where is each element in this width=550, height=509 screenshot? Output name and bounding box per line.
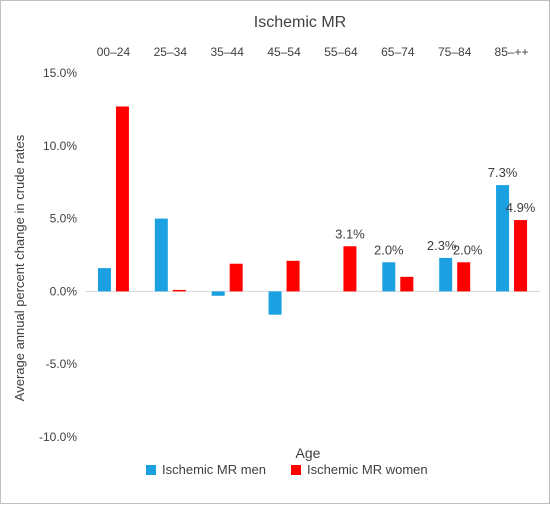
data-label: 2.3%	[427, 238, 457, 253]
category-label: 55–64	[324, 45, 358, 59]
bar-men	[97, 268, 111, 292]
bar-men	[211, 291, 225, 296]
category-label: 00–24	[97, 45, 131, 59]
bar-women	[457, 262, 471, 292]
bar-women	[343, 246, 357, 292]
data-label: 2.0%	[374, 242, 404, 257]
bar-women	[229, 263, 243, 292]
bar-men	[496, 185, 510, 292]
legend-swatch-women	[291, 465, 301, 475]
y-tick-label: 0.0%	[50, 284, 78, 298]
y-tick-label: 15.0%	[43, 66, 77, 80]
bar-men	[382, 262, 396, 292]
plot-area: 15.0% 10.0% 5.0% 0.0% -5.0% -10.0% 00–24 25–34 3…	[39, 45, 540, 444]
category-label: 65–74	[381, 45, 415, 59]
bar-women	[172, 289, 186, 292]
y-axis-label: Average annual percent change in crude r…	[12, 134, 27, 401]
chart-title: Ischemic MR	[254, 14, 346, 31]
legend-swatch-men	[146, 465, 156, 475]
bar-men	[268, 291, 282, 315]
bar-women	[514, 220, 528, 292]
category-label: 75–84	[438, 45, 472, 59]
data-label: 4.9%	[506, 200, 536, 215]
y-tick-label: 10.0%	[43, 139, 77, 153]
legend: Ischemic MR men Ischemic MR women	[146, 462, 428, 477]
y-tick-label: -10.0%	[39, 430, 77, 444]
bar-men	[154, 218, 168, 292]
category-label: 35–44	[211, 45, 245, 59]
category-label: 45–54	[267, 45, 301, 59]
data-label: 2.0%	[453, 242, 483, 257]
legend-label: Ischemic MR men	[162, 462, 266, 477]
data-label: 7.3%	[488, 165, 518, 180]
category-label: 85–++	[495, 45, 529, 59]
bar-women	[400, 276, 414, 292]
bar-women	[286, 260, 300, 292]
legend-label: Ischemic MR women	[307, 462, 428, 477]
bar-women	[115, 106, 129, 292]
bar-men	[439, 257, 453, 292]
y-tick-label: -5.0%	[46, 357, 78, 371]
x-axis-label: Age	[296, 445, 321, 461]
category-label: 25–34	[154, 45, 188, 59]
data-label: 3.1%	[335, 226, 365, 241]
y-tick-label: 5.0%	[50, 212, 78, 226]
